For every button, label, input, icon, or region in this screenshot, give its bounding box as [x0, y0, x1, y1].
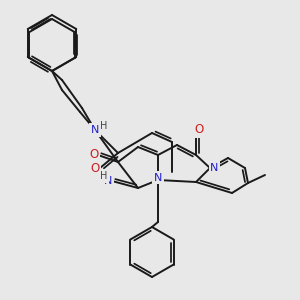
Text: O: O [89, 148, 98, 160]
Text: N: N [91, 125, 99, 135]
Text: N: N [104, 176, 112, 186]
Text: N: N [91, 125, 99, 135]
Text: H: H [100, 121, 108, 131]
Text: H: H [100, 171, 108, 181]
Text: N: N [210, 163, 219, 173]
Text: O: O [90, 161, 99, 175]
Text: N: N [154, 172, 162, 183]
Text: H: H [100, 121, 108, 131]
Text: O: O [194, 123, 204, 136]
